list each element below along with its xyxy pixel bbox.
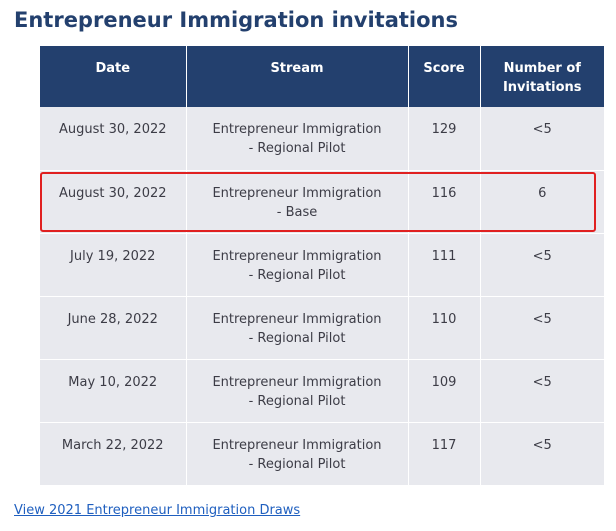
cell-stream: Entrepreneur Immigration - Regional Pilo… — [185, 358, 408, 422]
stream-line1: Entrepreneur Immigration — [212, 374, 382, 390]
stream-line2: - Regional Pilot — [248, 330, 346, 346]
cell-score: 109 — [407, 358, 480, 422]
cell-stream: Entrepreneur Immigration - Regional Pilo… — [185, 232, 408, 296]
cell-score: 117 — [407, 421, 480, 485]
cell-stream: Entrepreneur Immigration - Base — [185, 169, 408, 233]
cell-stream: Entrepreneur Immigration - Regional Pilo… — [185, 421, 408, 485]
cell-invitations: <5 — [479, 358, 604, 422]
stream-line2: - Regional Pilot — [248, 267, 346, 283]
cell-date: August 30, 2022 — [40, 107, 186, 170]
cell-date: July 19, 2022 — [40, 232, 186, 296]
cell-score: 110 — [407, 295, 480, 359]
stream-line1: Entrepreneur Immigration — [212, 122, 382, 137]
cell-invitations: <5 — [479, 107, 604, 170]
stream-line2: - Regional Pilot — [248, 141, 346, 156]
stream-line2: - Regional Pilot — [248, 393, 346, 409]
table-row: August 30, 2022 Entrepreneur Immigration… — [40, 169, 604, 233]
cell-score: 111 — [407, 232, 480, 296]
cell-invitations: <5 — [479, 232, 604, 296]
cell-stream: Entrepreneur Immigration - Regional Pilo… — [185, 295, 408, 359]
table-header-row: Date Stream Score Number of Invitations — [40, 46, 604, 107]
cell-score: 129 — [407, 107, 480, 170]
cell-score: 116 — [407, 169, 480, 233]
table-row: June 28, 2022 Entrepreneur Immigration -… — [40, 295, 604, 359]
stream-line1: Entrepreneur Immigration — [212, 248, 382, 264]
page-title: Entrepreneur Immigration invitations — [14, 8, 458, 32]
stream-line2: - Regional Pilot — [248, 456, 346, 472]
stream-line1: Entrepreneur Immigration — [212, 311, 382, 327]
table-row: March 22, 2022 Entrepreneur Immigration … — [40, 421, 604, 485]
header-stream: Stream — [185, 46, 408, 107]
view-2021-draws-link[interactable]: View 2021 Entrepreneur Immigration Draws — [14, 503, 301, 518]
header-invitations: Number of Invitations — [479, 46, 604, 107]
cell-date: May 10, 2022 — [40, 358, 186, 422]
cell-invitations: 6 — [479, 169, 604, 233]
table-row: August 30, 2022 Entrepreneur Immigration… — [40, 107, 604, 170]
cell-date: August 30, 2022 — [40, 169, 186, 233]
invitations-table: Date Stream Score Number of Invitations … — [40, 46, 604, 485]
cell-date: June 28, 2022 — [40, 295, 186, 359]
cell-stream: Entrepreneur Immigration - Regional Pilo… — [185, 107, 408, 170]
header-invitations-line2: Invitations — [502, 80, 582, 95]
header-invitations-line1: Number of — [503, 61, 581, 76]
table-row: May 10, 2022 Entrepreneur Immigration - … — [40, 358, 604, 422]
table-row: July 19, 2022 Entrepreneur Immigration -… — [40, 232, 604, 296]
header-score: Score — [407, 46, 480, 107]
cell-invitations: <5 — [479, 295, 604, 359]
stream-line2: - Base — [276, 204, 318, 220]
cell-invitations: <5 — [479, 421, 604, 485]
stream-line1: Entrepreneur Immigration — [212, 437, 382, 453]
header-date: Date — [40, 46, 186, 107]
cell-date: March 22, 2022 — [40, 421, 186, 485]
stream-line1: Entrepreneur Immigration — [212, 185, 382, 201]
